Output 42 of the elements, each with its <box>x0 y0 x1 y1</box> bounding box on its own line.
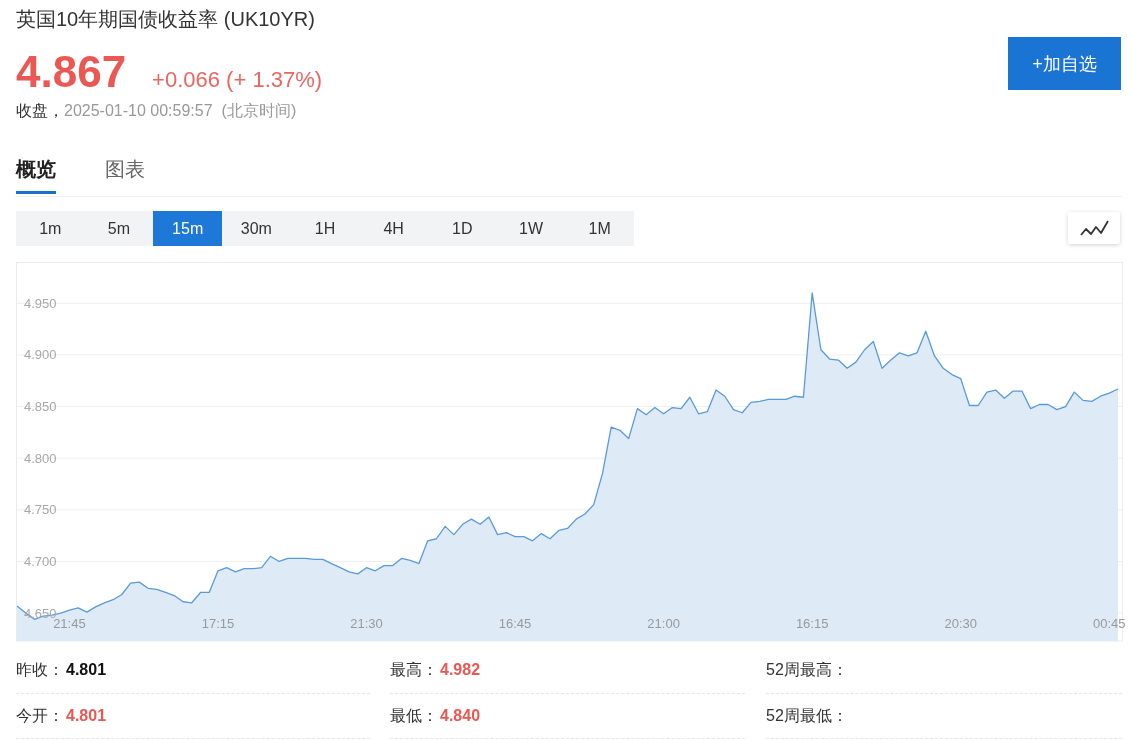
text: 1H <box>290 211 360 246</box>
text: 昨收： <box>16 661 64 678</box>
x-tick-label: 21:45 <box>53 616 86 631</box>
text: 1W <box>496 211 566 246</box>
text: 52周最高： <box>766 661 848 678</box>
x-tick-label: 17:15 <box>201 616 235 631</box>
text: 最高： <box>390 661 438 678</box>
text: 4.840 <box>440 707 481 724</box>
text: 1m <box>16 211 85 246</box>
text: 2025-01-10 00:59:57 <box>64 102 213 119</box>
y-tick-label: 4.900 <box>24 347 57 363</box>
x-tick-label: 20:30 <box>944 616 977 631</box>
text: 4.801 <box>66 661 107 678</box>
text: 1D <box>428 211 497 246</box>
text: 15m <box>153 211 222 246</box>
chart-subtitle: 4.867 <box>16 47 127 96</box>
text: 今开： <box>16 707 64 724</box>
y-tick-label: 4.750 <box>24 502 57 518</box>
text: 图表 <box>105 158 145 180</box>
text: 1M <box>565 211 635 246</box>
chart-title: 英国10年期国债收益率 (UK10YR) <box>16 8 315 30</box>
x-tick-label: 16:15 <box>795 616 829 631</box>
y-tick-label: 4.950 <box>24 295 57 311</box>
x-tick-label: 00:45 <box>1092 616 1126 631</box>
x-tick-label: 21:30 <box>350 616 383 631</box>
text: (北京时间) <box>221 102 297 119</box>
text: 最低： <box>390 707 438 724</box>
text: 4H <box>359 211 428 246</box>
text: 4.801 <box>66 707 107 724</box>
text: +0.066 (+ 1.37%) <box>152 67 323 92</box>
text: 5m <box>84 211 154 246</box>
y-tick-label: 4.700 <box>24 553 57 569</box>
text: 概览 <box>16 158 56 180</box>
text: 4.982 <box>440 661 481 678</box>
text: 收盘， <box>16 102 64 119</box>
x-tick-label: 16:45 <box>498 616 532 631</box>
y-tick-label: 4.800 <box>24 450 57 466</box>
text: 30m <box>222 211 291 246</box>
y-tick-label: 4.850 <box>24 399 57 415</box>
x-tick-label: 21:00 <box>647 616 680 631</box>
text: 52周最低： <box>766 707 848 724</box>
text: +加自选 <box>1008 37 1121 90</box>
